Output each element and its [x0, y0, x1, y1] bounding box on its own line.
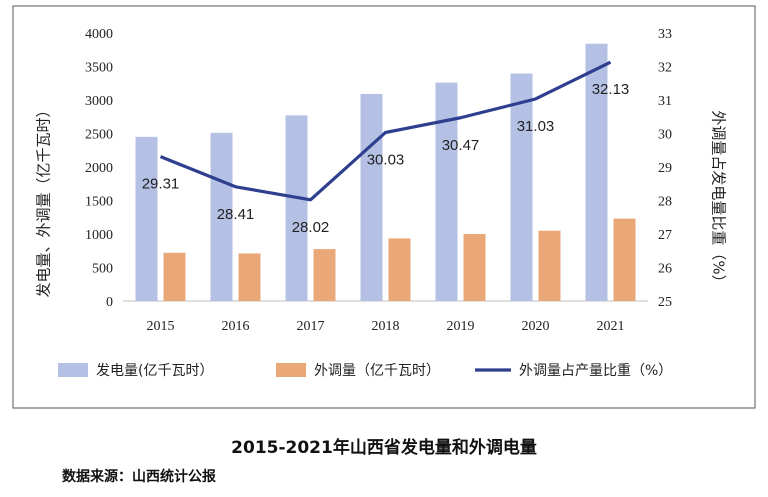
legend-label: 外调量占产量比重（%） — [519, 363, 672, 379]
y-tick-left: 3000 — [85, 94, 113, 109]
y-tick-right: 25 — [658, 295, 672, 310]
y-tick-right: 29 — [658, 161, 672, 176]
bar-power-generation — [435, 82, 458, 301]
y-tick-left: 0 — [106, 295, 113, 310]
y-tick-right: 26 — [658, 262, 672, 277]
data-label: 31.03 — [517, 118, 555, 135]
chart-frame — [12, 5, 756, 409]
y-tick-left: 500 — [92, 262, 113, 277]
y-tick-left: 4000 — [85, 27, 113, 42]
data-label: 28.41 — [217, 206, 255, 223]
y-tick-right: 31 — [658, 94, 672, 109]
bar-power-generation — [210, 132, 233, 301]
data-label: 29.31 — [142, 176, 180, 193]
y-tick-left: 3500 — [85, 61, 113, 76]
y-tick-left: 2000 — [85, 161, 113, 176]
bar-power-export — [388, 238, 411, 301]
chart-caption-source: 数据来源：山西统计公报 — [62, 469, 216, 485]
x-tick-label: 2017 — [297, 319, 325, 334]
y-tick-right: 32 — [658, 61, 672, 76]
legend-swatch-generation — [58, 363, 88, 377]
y-tick-right: 33 — [658, 27, 672, 42]
legend-swatch-export — [276, 363, 306, 377]
y-tick-left: 1500 — [85, 195, 113, 210]
export-ratio-line — [159, 60, 612, 202]
bar-power-export — [163, 252, 186, 301]
y-tick-left: 2500 — [85, 128, 113, 143]
bar-power-generation — [135, 136, 158, 301]
data-label: 32.13 — [592, 81, 630, 98]
x-tick-label: 2015 — [147, 319, 175, 334]
x-tick-label: 2021 — [597, 319, 625, 334]
x-tick-label: 2018 — [372, 319, 400, 334]
y-tick-left: 1000 — [85, 228, 113, 243]
bar-power-generation — [585, 43, 608, 301]
bar-power-export — [238, 253, 261, 301]
legend: 发电量(亿千瓦时） 外调量（亿千瓦时） 外调量占产量比重（%） — [58, 363, 672, 379]
y-tick-right: 30 — [658, 128, 672, 143]
y-axis-right-label: 外调量占发电量比重（%） — [710, 110, 728, 289]
data-label: 30.47 — [442, 137, 480, 154]
y-axis-left-label: 发电量、外调量（亿千瓦时） — [35, 102, 53, 297]
bar-power-export — [538, 230, 561, 301]
chart-caption-title: 2015-2021年山西省发电量和外调电量 — [231, 438, 537, 458]
y-tick-right: 27 — [658, 228, 672, 243]
x-tick-label: 2019 — [447, 319, 475, 334]
bar-power-export — [463, 234, 486, 301]
data-label: 30.03 — [367, 151, 405, 168]
bar-power-export — [613, 218, 636, 301]
y-tick-right: 28 — [658, 195, 672, 210]
bar-power-generation — [285, 115, 308, 301]
bar-power-export — [313, 249, 336, 301]
data-label: 28.02 — [292, 219, 330, 236]
legend-label: 外调量（亿千瓦时） — [314, 363, 440, 379]
x-tick-label: 2020 — [522, 319, 550, 334]
chart: 0 500 1000 1500 2000 2500 3000 3500 4000 25 26 27 28… — [12, 5, 756, 409]
legend-label: 发电量(亿千瓦时） — [96, 363, 213, 379]
x-tick-label: 2016 — [222, 319, 250, 334]
bar-power-generation — [510, 73, 533, 301]
bar-power-generation — [360, 93, 383, 301]
